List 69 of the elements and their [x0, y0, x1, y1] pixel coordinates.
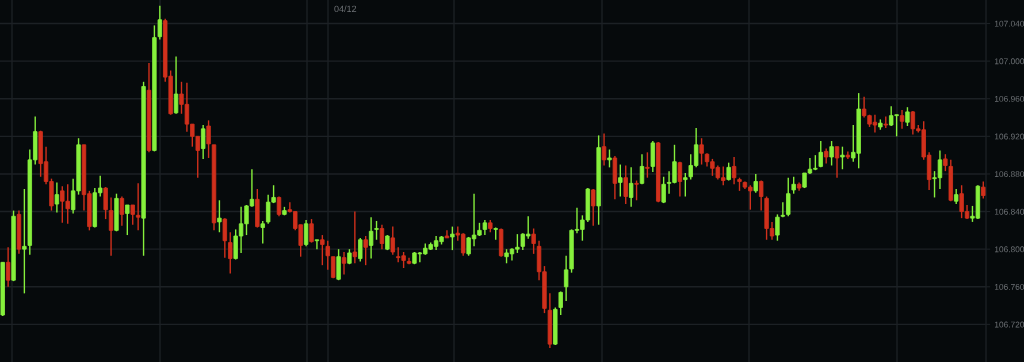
candlestick	[22, 188, 27, 295]
y-tick-label: 107.000	[994, 58, 1024, 65]
candlestick	[834, 145, 840, 179]
candlestick	[108, 196, 114, 257]
candlestick	[379, 224, 385, 250]
candlestick	[650, 140, 656, 173]
candlestick	[314, 239, 320, 250]
candlestick	[341, 251, 347, 276]
candlestick	[336, 248, 341, 281]
candlestick	[325, 240, 330, 271]
candlestick	[840, 145, 845, 170]
candlestick	[753, 173, 758, 194]
candlestick	[135, 182, 141, 232]
candlestick	[217, 199, 222, 233]
y-tick-label: 106.960	[994, 95, 1024, 102]
candlestick	[125, 204, 130, 236]
candlestick	[390, 225, 395, 256]
candlestick	[639, 153, 645, 185]
candlestick	[661, 176, 666, 204]
y-tick-label: 106.880	[994, 171, 1024, 178]
candlestick	[352, 210, 358, 264]
candlestick	[558, 290, 563, 316]
candlestick	[818, 140, 823, 169]
candlestick	[450, 225, 455, 251]
candlestick	[368, 216, 374, 260]
candlestick	[444, 229, 450, 239]
y-tick-label: 106.920	[994, 133, 1024, 140]
candlestick	[780, 201, 786, 218]
candlestick	[200, 124, 206, 160]
candlestick	[829, 140, 834, 167]
candlestick	[54, 181, 60, 214]
candlestick	[786, 177, 791, 217]
candlestick	[363, 235, 368, 266]
candlestick	[103, 186, 108, 220]
candlestick	[905, 106, 910, 127]
candlestick	[228, 231, 233, 275]
candlestick	[222, 217, 228, 259]
candlestick	[628, 166, 634, 208]
candlestick	[374, 220, 379, 241]
candlestick	[591, 188, 596, 227]
candlestick	[157, 4, 163, 41]
candlestick	[699, 137, 704, 166]
annotation: 04/12	[334, 5, 357, 13]
candlestick	[601, 132, 607, 167]
candlestick	[677, 161, 683, 198]
y-tick-label: 106.800	[994, 246, 1024, 253]
candlestick	[130, 204, 135, 226]
candlestick	[303, 219, 309, 248]
y-tick-label: 106.720	[994, 321, 1024, 328]
candlestick	[899, 109, 905, 130]
candlestick	[623, 164, 628, 205]
y-tick-label: 106.760	[994, 283, 1024, 290]
candlestick	[531, 227, 536, 255]
candlestick	[758, 179, 764, 212]
candlestick	[309, 218, 314, 244]
candlestick	[119, 195, 125, 227]
y-tick-label: 107.040	[994, 20, 1024, 27]
candlestick	[358, 237, 363, 263]
candlestick	[320, 234, 325, 266]
candlestick	[5, 246, 11, 288]
candlestick	[260, 220, 265, 245]
candlestick	[731, 156, 737, 185]
y-tick-label: 106.840	[994, 208, 1024, 215]
candlestick	[634, 179, 639, 201]
candlestick	[775, 213, 780, 242]
candlestick	[618, 163, 623, 198]
candlestick	[683, 172, 688, 198]
candlestick	[173, 55, 179, 115]
candlestick	[645, 151, 650, 179]
